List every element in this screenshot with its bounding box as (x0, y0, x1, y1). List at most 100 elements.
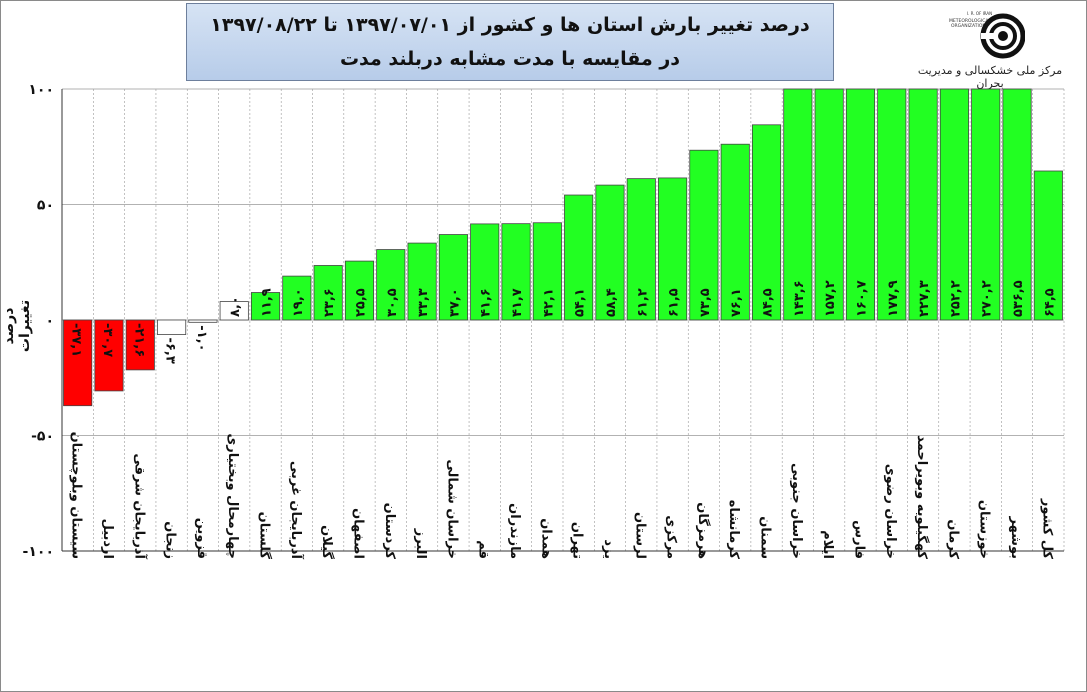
bar (188, 319, 218, 323)
bar (250, 292, 281, 321)
x-tick-label: لرستان (632, 512, 647, 559)
logo-text-2: METEOROLOGICAL (949, 18, 991, 24)
bar-value-label: -۲۱,۶ (131, 323, 146, 357)
x-tick-label: کل کشور (1039, 498, 1054, 560)
bar (1033, 170, 1063, 321)
x-tick-label: گیلان (319, 525, 335, 559)
bar-value-label: ۱۴۳,۶ (792, 280, 807, 317)
bar-value-label: ۳۷,۰ (447, 288, 462, 317)
bar-value-label: ۵۳۶,۵ (1011, 280, 1026, 317)
bar (438, 234, 468, 321)
logo-text-1: I. R. OF IRAN (967, 11, 992, 16)
bar-value-label: ۳۳,۳ (416, 288, 431, 317)
bar-value-label: -۱,۰ (194, 325, 209, 351)
bar-value-label: -۳۰,۷ (100, 323, 115, 357)
x-tick-label: خراسان رضوی (883, 464, 898, 559)
bar-value-label: ۵۸,۴ (604, 288, 619, 317)
bar-value-label: ۶۱,۲ (635, 288, 650, 317)
bar (313, 265, 343, 321)
bar-value-label: ۷۳,۵ (698, 288, 713, 317)
bar (125, 319, 155, 371)
logo-text-3: ORGANIZATION (951, 23, 986, 29)
x-tick-label: آذربایجان شرقی (131, 453, 148, 559)
x-tick-label: زنجان (163, 521, 178, 559)
bar (845, 88, 876, 321)
bar (751, 124, 782, 321)
bar (720, 143, 750, 321)
x-tick-label: فارس (851, 520, 866, 559)
x-tick-label: هرمزگان (695, 502, 711, 559)
x-tick-label: قزوین (194, 518, 209, 559)
bar (939, 88, 969, 321)
x-tick-label: کهگیلویه وبویراحمد (914, 435, 930, 559)
bar-value-label: ۲۲۷,۳ (917, 280, 932, 317)
x-tick-label: مازندران (507, 503, 522, 559)
bar (1002, 88, 1032, 321)
bar (971, 88, 1001, 321)
x-tick-label: البرز (413, 528, 428, 559)
y-tick-label: -۵۰ (31, 429, 54, 445)
x-tick-label: گلستان (257, 512, 273, 560)
x-tick-label: تهران (570, 522, 585, 559)
chart-title-line1: درصد تغییر بارش استان ها و کشور از ۱۳۹۷/… (210, 14, 810, 36)
y-tick-label: -۱۰۰ (23, 544, 54, 560)
meteorological-organization-logo: I. R. OF IRAN METEOROLOGICAL ORGANIZATIO… (949, 11, 1025, 59)
x-tick-label: بوشهر (1008, 516, 1023, 560)
y-tick-label: ۱۰۰ (28, 82, 54, 98)
chart-title-box: درصد تغییر بارش استان ها و کشور از ۱۳۹۷/… (186, 3, 834, 81)
x-tick-label: خوزستان (977, 500, 992, 559)
bar (157, 319, 187, 335)
bar-value-label: ۱۷۷,۹ (886, 280, 901, 317)
bar (689, 149, 719, 321)
bar-value-label: ۱۱,۹ (260, 288, 275, 317)
bar-value-label: ۶۴,۵ (1042, 288, 1057, 317)
x-tick-label: آذربایجان غربی (288, 461, 305, 560)
bar (595, 184, 625, 321)
bar-value-label: ۴۲,۱ (541, 288, 556, 317)
bar (219, 301, 249, 321)
chart-title-line2: در مقایسه با مدت مشابه دربلند مدت (339, 48, 681, 70)
bar-value-label: ۲۵,۵ (353, 288, 368, 317)
x-tick-label: خراسان شمالی (444, 459, 459, 559)
x-tick-label: اردبیل (100, 519, 115, 559)
bar-value-label: ۵۴,۱ (573, 288, 588, 317)
bar-value-label: ۶۱,۵ (667, 288, 682, 317)
bar (344, 260, 375, 321)
x-tick-label: خراسان جنوبی (789, 463, 804, 559)
y-tick-label: ۵۰ (37, 198, 54, 214)
bar-value-label: ۳۰,۵ (385, 288, 400, 317)
x-tick-label: قم (476, 540, 491, 559)
x-tick-label: ایلام (820, 530, 835, 559)
bar (407, 242, 437, 321)
x-tick-label: سیستان وبلوچستان (69, 432, 84, 559)
bar-value-label: ۱۹,۰ (291, 288, 306, 317)
bar (94, 319, 124, 392)
bar-value-label: ۷۶,۱ (729, 288, 744, 317)
x-tick-label: کرمان (945, 519, 960, 559)
bar-value-label: ۲۷۰,۲ (980, 280, 995, 317)
bar-value-label: ۴۱,۷ (510, 288, 525, 317)
bar-value-label: ۸,۰ (228, 296, 243, 317)
y-tick-label: ۰ (45, 313, 54, 329)
bar-value-label: ۲۳,۶ (322, 288, 337, 317)
bar-value-label: ۴۱,۶ (479, 288, 494, 317)
x-tick-label: اصفهان (350, 508, 365, 559)
x-tick-label: یزد (601, 539, 616, 559)
bar (814, 88, 844, 321)
bar (532, 222, 562, 321)
bar (470, 223, 500, 321)
bar (877, 88, 907, 321)
bar-value-label: -۳۷,۱ (69, 323, 84, 357)
x-tick-label: مرکزی (664, 515, 679, 559)
bar (282, 275, 312, 321)
bar-value-label: ۱۵۷,۲ (823, 280, 838, 317)
x-tick-label: کردستان (382, 503, 397, 560)
bar (626, 178, 656, 321)
x-tick-label: چهارمحال وبختیاری (225, 433, 240, 559)
bar-value-label: ۲۵۲,۲ (948, 280, 963, 317)
x-tick-label: سمنان (758, 516, 773, 559)
x-tick-label: همدان (538, 518, 553, 559)
organization-name: مرکز ملی خشکسالی و مدیریت بحران (917, 64, 1063, 90)
bar (908, 88, 938, 321)
